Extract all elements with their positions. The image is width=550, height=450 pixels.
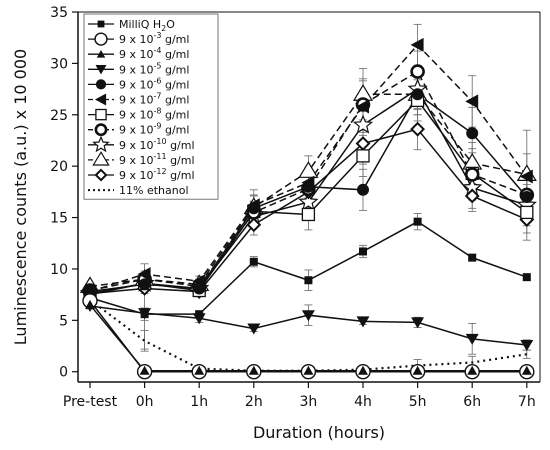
- legend-label: 9 x 10-4 g/ml: [119, 46, 189, 61]
- data-point: [357, 183, 369, 196]
- x-tick-label: 0h: [136, 394, 154, 410]
- y-tick-label: 5: [59, 313, 68, 329]
- x-axis-label: Duration (hours): [253, 423, 385, 442]
- series-line: [89, 298, 527, 372]
- data-point: [410, 121, 426, 137]
- data-point: [92, 151, 110, 166]
- data-point: [410, 37, 424, 52]
- legend-label: 9 x 10-5 g/ml: [119, 61, 189, 76]
- data-point: [95, 65, 107, 75]
- data-point: [304, 276, 313, 285]
- data-point: [520, 205, 534, 220]
- data-point: [302, 180, 315, 193]
- data-point: [92, 135, 110, 153]
- data-point: [85, 299, 95, 309]
- x-tick-label: 2h: [245, 394, 263, 410]
- data-point: [412, 365, 423, 375]
- data-point: [352, 114, 374, 134]
- data-point: [248, 365, 259, 375]
- data-point: [465, 333, 479, 345]
- x-tick-label: 5h: [409, 394, 427, 410]
- data-point: [466, 127, 479, 140]
- data-point: [522, 273, 531, 282]
- data-point: [138, 308, 152, 320]
- y-tick-label: 20: [50, 159, 68, 175]
- legend-label: 9 x 10-3 g/ml: [119, 31, 189, 46]
- data-point: [301, 207, 316, 222]
- data-point: [464, 188, 480, 204]
- data-point: [411, 88, 424, 101]
- data-point: [301, 310, 315, 322]
- data-point: [96, 49, 106, 58]
- data-point: [519, 169, 533, 184]
- y-tick-label: 10: [50, 262, 68, 278]
- legend-label: 9 x 10-12 g/ml: [119, 167, 195, 182]
- x-tick-label: 7h: [518, 394, 536, 410]
- data-point: [249, 257, 258, 266]
- y-ticks: 0 5 10 15 20 25 30 35: [50, 5, 78, 381]
- data-point: [464, 167, 480, 182]
- data-point: [413, 217, 422, 226]
- data-point: [138, 278, 151, 291]
- y-tick-label: 30: [50, 56, 68, 72]
- data-point: [95, 108, 107, 121]
- data-point: [520, 191, 533, 203]
- legend-label: 9 x 10-11 g/ml: [119, 152, 195, 167]
- y-tick-label: 25: [50, 108, 68, 124]
- data-point: [95, 93, 107, 106]
- data-point: [356, 99, 369, 114]
- data-point: [298, 161, 319, 178]
- data-point: [246, 217, 262, 233]
- x-tick-label: 3h: [300, 394, 318, 410]
- data-point: [137, 267, 151, 282]
- data-point: [358, 365, 368, 375]
- data-point: [94, 32, 108, 46]
- legend-label: 9 x 10-6 g/ml: [119, 76, 189, 91]
- x-tick-label: 4h: [354, 394, 372, 410]
- y-tick-label: 0: [59, 365, 68, 381]
- legend-label: 11% ethanol: [119, 184, 189, 197]
- legend-box: [83, 13, 219, 200]
- x-tick-label: Pre-test: [63, 394, 118, 410]
- data-point: [94, 168, 108, 182]
- data-point: [247, 202, 260, 215]
- data-point: [194, 365, 205, 375]
- legend-label: 9 x 10-10 g/ml: [119, 137, 195, 152]
- data-point: [139, 365, 150, 375]
- legend-label: 9 x 10-9 g/ml: [119, 122, 189, 137]
- x-tick-label: 6h: [463, 394, 481, 410]
- data-point: [356, 149, 370, 163]
- data-point: [411, 317, 425, 329]
- x-tick-label: 1h: [190, 394, 208, 410]
- data-point: [359, 247, 367, 256]
- data-point: [192, 313, 206, 325]
- y-tick-label: 35: [50, 5, 68, 21]
- data-point: [410, 64, 425, 79]
- data-point: [94, 123, 108, 137]
- data-point: [97, 20, 105, 28]
- y-axis-label: Luminescence counts (a.u.) x 10 000: [11, 49, 30, 345]
- series-markers: [79, 37, 537, 380]
- series-line: [89, 220, 528, 315]
- data-point: [465, 94, 479, 109]
- data-point: [356, 316, 370, 328]
- data-point: [193, 282, 206, 295]
- x-ticks: Pre-test 0h 1h 2h 3h 4h 5h 6h 7h: [63, 382, 536, 410]
- legend-label: MilliQ H2O: [119, 18, 175, 33]
- y-tick-label: 15: [50, 211, 68, 227]
- data-point: [95, 79, 107, 90]
- data-point: [521, 365, 532, 375]
- data-point: [467, 365, 478, 375]
- legend-label: 9 x 10-8 g/ml: [119, 107, 189, 122]
- data-point: [303, 365, 314, 375]
- data-point: [520, 340, 534, 351]
- data-point: [247, 323, 261, 335]
- data-point: [468, 253, 477, 262]
- data-point: [298, 191, 319, 211]
- legend-label: 9 x 10-7 g/ml: [119, 92, 189, 107]
